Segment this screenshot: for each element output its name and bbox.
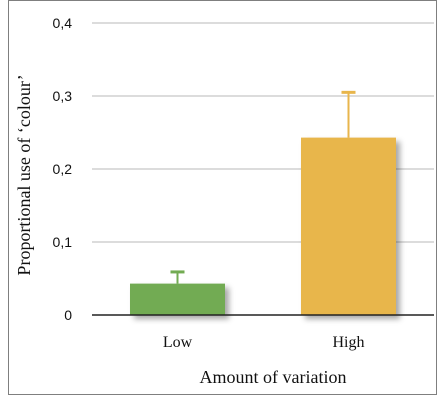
y-tick-labels: 0 0,1 0,2 0,3 0,4	[53, 15, 73, 323]
bar-low	[130, 283, 225, 315]
y-axis-label: Proportional use of ‘colour’	[14, 74, 34, 275]
y-tick-label: 0,2	[53, 161, 73, 177]
bars	[130, 137, 396, 315]
x-tick-labels: Low High	[163, 334, 365, 351]
bar-high	[301, 137, 396, 315]
y-tick-label: 0,3	[53, 88, 73, 104]
y-tick-label: 0	[64, 307, 72, 323]
y-tick-label: 0,4	[53, 15, 73, 31]
y-tick-label: 0,1	[53, 234, 73, 250]
x-tick-label: Low	[163, 334, 193, 351]
error-bars	[170, 90, 356, 284]
x-tick-label: High	[333, 334, 365, 351]
x-axis-label: Amount of variation	[200, 367, 347, 387]
